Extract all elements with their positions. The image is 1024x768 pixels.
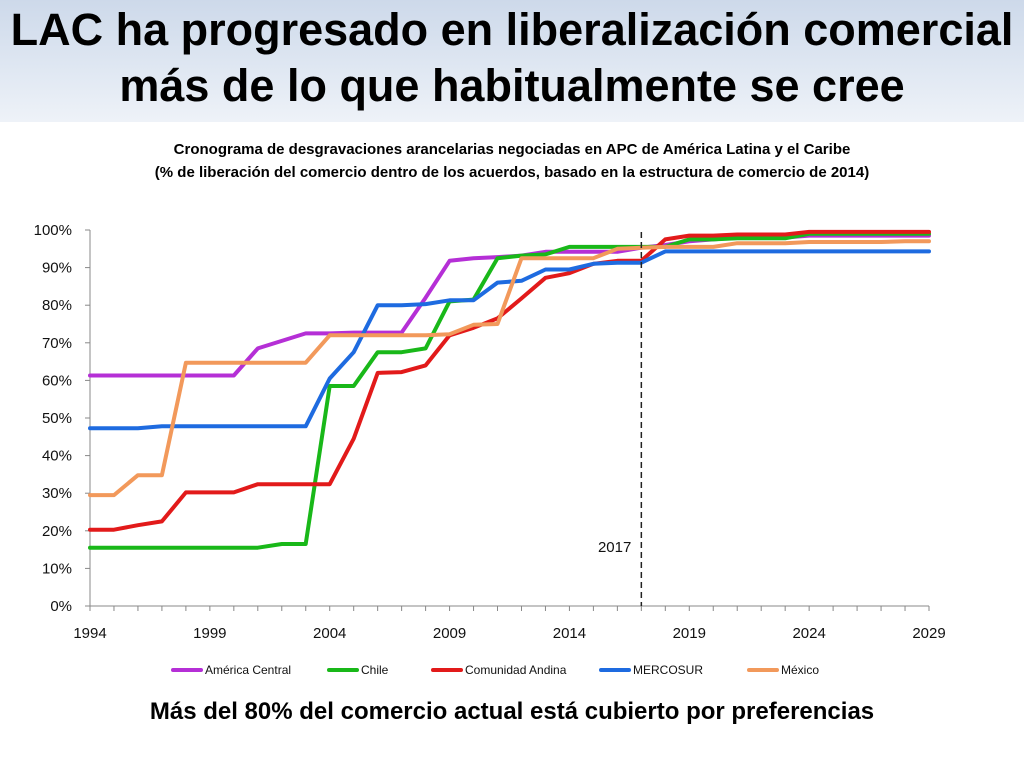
series-line-2 (88, 229, 931, 532)
y-tick-label: 10% (42, 560, 72, 577)
footer-caption: Más del 80% del comercio actual está cub… (149, 698, 875, 725)
slide-title-line2: más de lo que habitualmente se cree (119, 60, 905, 111)
y-tick-label: 100% (34, 222, 72, 239)
x-tick-label: 2019 (673, 625, 706, 642)
y-tick-label: 50% (42, 410, 72, 427)
slide-title: LAC ha progresado en liberalización come… (0, 2, 1024, 114)
chart-subtitle: (% de liberación del comercio dentro de … (154, 164, 870, 181)
x-tick-label: 1994 (73, 625, 106, 642)
x-tick-label: 2009 (433, 625, 466, 642)
legend-label-4: México (781, 663, 819, 677)
y-tick-label: 60% (42, 372, 72, 389)
legend-label-3: MERCOSUR (633, 663, 703, 677)
x-tick-label: 2024 (792, 625, 825, 642)
series-line-1 (88, 231, 931, 550)
x-tick-label: 1999 (193, 625, 226, 642)
legend-label-1: Chile (361, 663, 389, 677)
legend-label-2: Comunidad Andina (465, 663, 567, 677)
series-line-3 (88, 249, 931, 431)
title-banner: LAC ha progresado en liberalización come… (0, 0, 1024, 122)
y-tick-label: 20% (42, 523, 72, 540)
chart-title: Cronograma de desgravaciones arancelaria… (173, 141, 851, 158)
series-line-4 (88, 239, 931, 498)
slide-title-line1: LAC ha progresado en liberalización come… (10, 4, 1014, 55)
x-tick-label: 2014 (553, 625, 586, 642)
y-tick-label: 30% (42, 485, 72, 502)
x-tick-label: 2004 (313, 625, 346, 642)
x-tick-label: 2029 (912, 625, 945, 642)
y-tick-label: 0% (50, 598, 72, 615)
y-tick-label: 80% (42, 297, 72, 314)
y-tick-label: 90% (42, 260, 72, 277)
y-tick-label: 40% (42, 448, 72, 465)
legend-label-0: América Central (205, 663, 291, 677)
annotation-label-2017: 2017 (598, 539, 631, 556)
y-tick-label: 70% (42, 335, 72, 352)
